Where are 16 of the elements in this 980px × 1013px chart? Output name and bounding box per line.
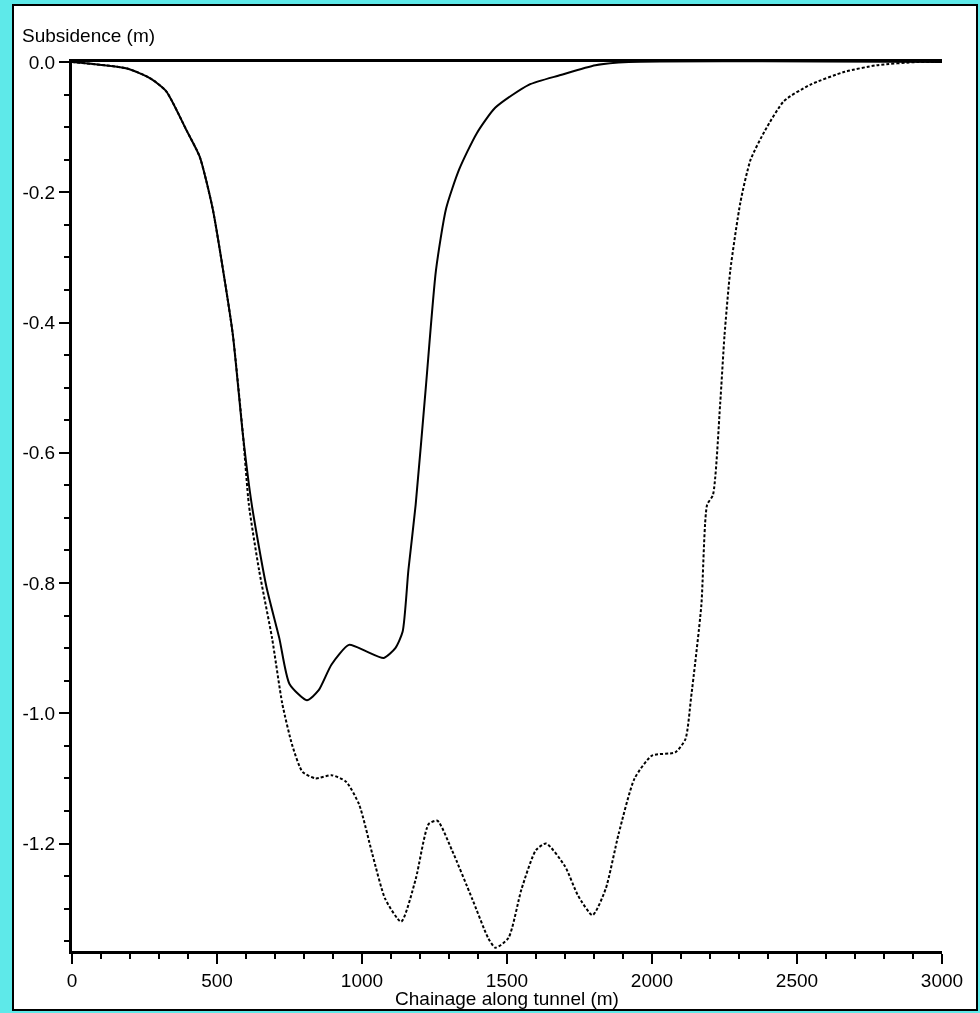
x-tick-label: 500 xyxy=(201,969,233,991)
x-tick-label: 1000 xyxy=(340,969,384,991)
x-tick-label: 1500 xyxy=(485,969,529,991)
x-tick-label: 0 xyxy=(66,969,78,991)
x-tick-label: 2000 xyxy=(630,969,674,991)
y-tick-label: 0.0 xyxy=(28,51,56,73)
x-tick-label: 3000 xyxy=(920,969,964,991)
x-axis-title: Chainage along tunnel (m) xyxy=(395,988,619,1009)
y-tick-label: -1.0 xyxy=(22,702,56,724)
y-tick-label: -0.8 xyxy=(22,572,56,594)
y-axis-title: Subsidence (m) xyxy=(22,25,156,46)
x-tick-label: 2500 xyxy=(775,969,819,991)
y-tick-label: -0.6 xyxy=(22,442,56,464)
y-tick-label: -1.2 xyxy=(22,833,56,855)
y-tick-label: -0.2 xyxy=(22,181,56,203)
y-tick-label: -0.4 xyxy=(22,312,56,334)
